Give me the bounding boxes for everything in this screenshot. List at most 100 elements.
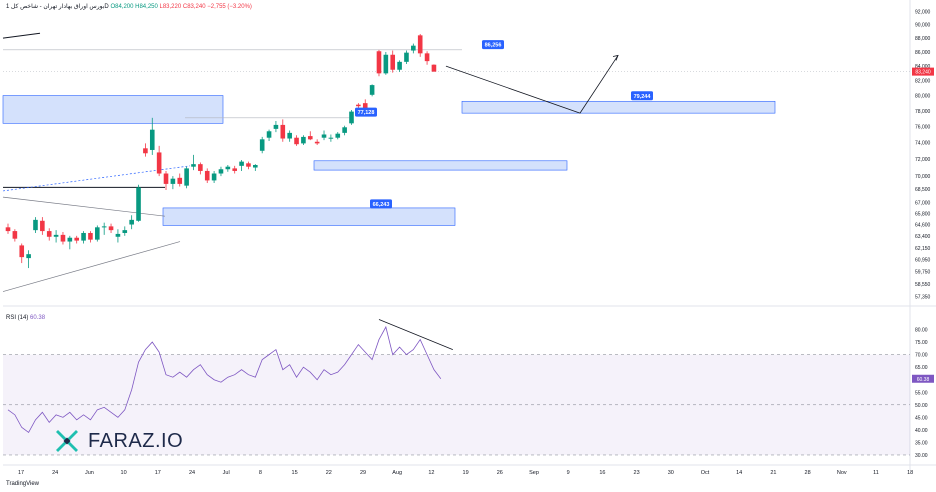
price-tick-label: 90,000 <box>915 23 931 29</box>
top-left-line <box>2 32 41 39</box>
rsi-tick-label: 35.00 <box>915 440 928 446</box>
logo-text: FARAZ.IO <box>88 429 184 452</box>
price-label-box <box>631 91 653 101</box>
candle-body <box>287 132 292 139</box>
candle-body <box>33 219 38 231</box>
candle-body <box>149 129 155 150</box>
candle-body <box>349 111 354 124</box>
candle-body <box>321 134 327 138</box>
time-tick-label: Nov <box>837 470 847 476</box>
price-tick-label: 70,000 <box>915 174 931 180</box>
candle-body <box>53 234 59 237</box>
lower-trendline <box>2 241 181 292</box>
candle-body <box>362 103 368 111</box>
time-tick-label: 11 <box>873 470 879 476</box>
rsi-tick-label: 30.00 <box>915 453 928 459</box>
candle-body <box>46 231 52 237</box>
candle-body <box>239 161 244 166</box>
candle-body <box>40 220 45 232</box>
candle-body <box>26 254 31 259</box>
price-tick-label: 84,000 <box>915 64 931 70</box>
price-tick-label: 64,600 <box>915 223 931 229</box>
candle-body <box>356 104 361 107</box>
rsi-tick-label: 45.00 <box>915 415 928 421</box>
candle-body <box>280 124 286 139</box>
rsi-value-badge-text: 60.38 <box>917 377 930 383</box>
candle-body <box>74 237 79 241</box>
candle-body <box>431 64 437 72</box>
candle-body <box>335 133 341 138</box>
candle-body <box>211 173 217 181</box>
price-label-box <box>370 199 392 209</box>
rsi-value-badge <box>912 374 934 383</box>
price-tick-label: 92,000 <box>915 9 931 15</box>
candle-body <box>177 177 183 184</box>
rsi-tick-label: 70.00 <box>915 353 928 359</box>
price-tick-label: 67,000 <box>915 201 931 207</box>
change-value: −2,755 (−3.20%) <box>207 4 252 10</box>
open-value: O84,200 <box>110 4 134 10</box>
candle-body <box>156 152 162 174</box>
rsi-label: RSI (14) <box>6 315 29 321</box>
time-tick-label: 9 <box>567 470 570 476</box>
candle-body <box>314 141 320 144</box>
candle-body <box>342 127 347 133</box>
candle-body <box>266 131 272 138</box>
price-tick-label: 68,500 <box>915 187 931 193</box>
time-tick-label: Aug <box>392 470 402 476</box>
time-tick-label: Sep <box>529 470 539 476</box>
candle-body <box>163 173 169 184</box>
rsi-tick-label: 80.00 <box>915 328 928 334</box>
price-tick-label: 57,350 <box>915 294 931 300</box>
candle-body <box>383 54 389 74</box>
candle-body <box>294 137 299 145</box>
candle-body <box>411 45 416 51</box>
candle-body <box>136 187 141 221</box>
demand-zone <box>313 160 568 171</box>
candle-body <box>88 232 93 240</box>
time-tick-label: 18 <box>907 470 913 476</box>
price-tick-label: 88,000 <box>915 36 931 42</box>
candle-body <box>232 168 238 171</box>
time-tick-label: Jul <box>223 470 230 476</box>
high-value: H84,250 <box>135 4 158 10</box>
projection-arrowhead <box>612 54 619 61</box>
time-tick-label: 17 <box>18 470 24 476</box>
time-tick-label: 8 <box>259 470 262 476</box>
faraz-logo: FARAZ.IO <box>52 426 183 456</box>
time-tick-label: 15 <box>292 470 298 476</box>
price-tick-label: 86,000 <box>915 50 931 56</box>
demand-zone <box>461 100 776 114</box>
candle-body <box>95 227 100 240</box>
time-tick-label: 17 <box>155 470 161 476</box>
candle-body <box>101 226 107 228</box>
last-price-text: 83,240 <box>915 70 931 76</box>
time-tick-label: 28 <box>805 470 811 476</box>
candle-body <box>301 136 306 144</box>
price-tick-label: 78,000 <box>915 109 931 115</box>
price-tick-label: 59,750 <box>915 270 931 276</box>
candle-body <box>170 178 176 184</box>
candle-body <box>12 231 18 239</box>
time-tick-label: 29 <box>360 470 366 476</box>
time-tick-label: Jun <box>85 470 94 476</box>
rsi-tick-label: 40.00 <box>915 428 928 434</box>
candle-body <box>397 61 402 70</box>
rsi-divergence-line <box>378 319 453 350</box>
candle-body <box>122 230 128 233</box>
time-tick-label: 24 <box>52 470 58 476</box>
time-tick-label: 22 <box>326 470 332 476</box>
candle-body <box>129 219 134 225</box>
candle-body <box>424 53 430 62</box>
candle-body <box>225 166 231 170</box>
time-tick-label: 16 <box>599 470 605 476</box>
candle-body <box>81 232 86 241</box>
price-label-text: 86,256 <box>485 43 502 49</box>
price-tick-label: 63,400 <box>915 234 931 240</box>
rsi-line <box>7 325 442 433</box>
time-tick-label: 12 <box>428 470 434 476</box>
projection-path <box>445 55 619 114</box>
candle-body <box>376 51 382 74</box>
candle-body <box>369 85 375 95</box>
